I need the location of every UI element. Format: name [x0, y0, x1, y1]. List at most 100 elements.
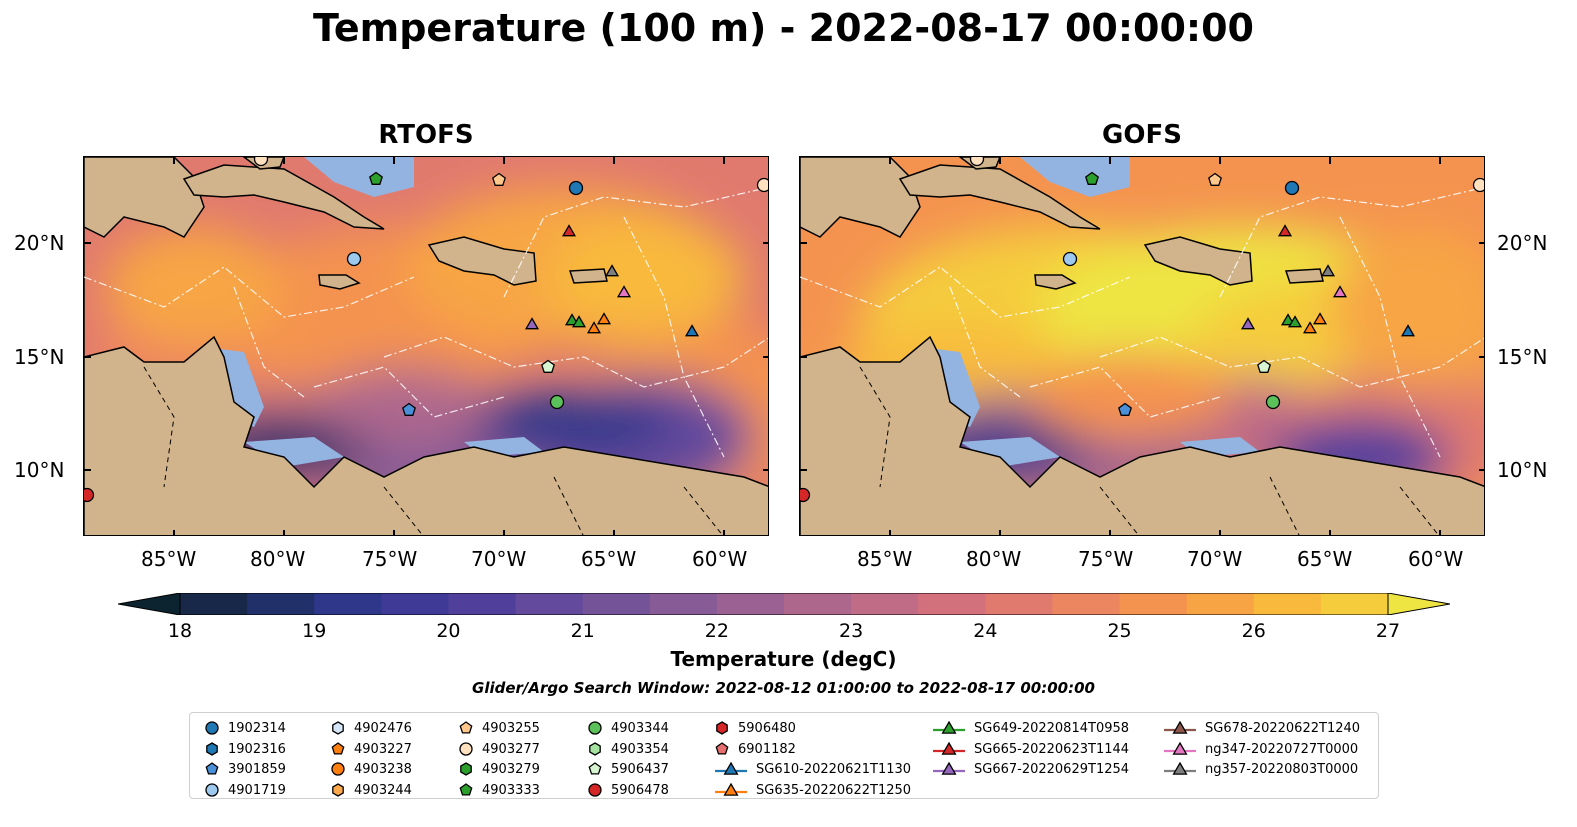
marker-ng347-20220727T0000	[616, 285, 632, 298]
legend-swatch	[459, 742, 473, 756]
legend-triangle-marker	[723, 782, 739, 796]
legend-swatch	[1164, 741, 1196, 755]
lon-tick-rtofs-70: 70°W	[471, 547, 527, 571]
colorbar-bin-1	[247, 593, 315, 615]
legend-swatch	[933, 761, 965, 775]
marker-SG665-20220623T1144	[1277, 224, 1293, 237]
colorbar-tick-label: 20	[436, 620, 461, 642]
jamaica-land	[318, 274, 361, 290]
bahamas-shelf	[1020, 157, 1130, 197]
land-border-2	[1269, 476, 1300, 535]
legend-hexagon-marker	[716, 721, 728, 735]
legend-item-5906437: 5906437	[587, 760, 669, 778]
legend-swatch	[589, 742, 601, 756]
marker-SG665-20220623T1144	[561, 224, 577, 237]
legend-triangle-marker	[941, 761, 957, 775]
legend-item-1902314: 1902314	[204, 719, 286, 737]
lat-tick-left-20: 20°N	[14, 231, 65, 255]
eez-boundary-5	[233, 286, 305, 398]
legend-label: 4903344	[611, 720, 669, 736]
marker-SG667-20220629T1254	[1240, 317, 1256, 330]
marker-SG667-20220629T1254	[524, 317, 540, 330]
marker-3901859	[402, 402, 416, 416]
lon-tick-gofs-70: 70°W	[1187, 547, 1243, 571]
legend-triangle-marker	[723, 761, 739, 775]
colorbar-bin-11	[918, 593, 986, 615]
legend-label: ng347-20220727T0000	[1205, 741, 1359, 757]
legend-triangle-marker	[941, 741, 957, 755]
colorbar-tick-label: 25	[1107, 620, 1132, 642]
central-america-land	[84, 225, 768, 535]
lat-tick-right-15: 15°N	[1497, 345, 1548, 369]
colorbar-bin-15	[1186, 593, 1255, 615]
legend-label: 3901859	[228, 761, 286, 777]
legend-triangle-marker	[941, 720, 957, 734]
marker-1902314	[568, 180, 584, 196]
hispaniola-land	[1143, 236, 1253, 286]
land-border-1	[383, 486, 424, 535]
lat-tick-left-15: 15°N	[14, 345, 65, 369]
legend-hexagon-marker	[589, 742, 601, 756]
legend-circle-marker	[205, 721, 219, 735]
legend-item-SG649-20220814T0958: SG649-20220814T0958	[932, 719, 1129, 737]
legend-label: SG610-20220621T1130	[756, 761, 912, 777]
legend-swatch	[332, 783, 344, 797]
legend-pentagon-marker	[331, 742, 345, 755]
legend-label: 5906478	[611, 782, 669, 798]
colorbar-bin-5	[515, 593, 584, 615]
legend-circle-marker	[588, 783, 602, 797]
legend-label: 1902314	[228, 720, 286, 736]
colorbar-tick-label: 18	[167, 620, 193, 642]
colorbar-extend-max	[1387, 593, 1450, 615]
legend-circle-marker	[459, 742, 473, 756]
colorbar-bin-14	[1119, 593, 1188, 615]
marker-4903277	[756, 177, 768, 193]
legend-swatch	[715, 742, 729, 755]
legend-swatch	[1164, 720, 1196, 734]
colorbar-tick-label: 24	[973, 620, 998, 642]
figure-title: Temperature (100 m) - 2022-08-17 00:00:0…	[312, 6, 1254, 50]
legend-swatch	[933, 720, 965, 734]
lon-tick-gofs-80: 80°W	[966, 547, 1022, 571]
legend-triangle-marker	[1172, 741, 1188, 755]
eez-boundary-5	[949, 286, 1021, 398]
colorbar-bin-9	[784, 593, 852, 615]
legend-triangle-marker	[1172, 761, 1188, 775]
legend-swatch	[588, 721, 602, 735]
legend-label: 4903333	[482, 782, 540, 798]
legend-item-4903333: 4903333	[458, 781, 540, 799]
legend-item-1902316: 1902316	[204, 740, 286, 758]
legend-label: 5906480	[738, 720, 796, 736]
marker-ng357-20220803T0000	[604, 264, 620, 277]
colorbar-bin-8	[716, 593, 785, 615]
legend-item-5906480: 5906480	[714, 719, 796, 737]
gofs-map	[799, 156, 1485, 536]
legend-pentagon-marker	[588, 762, 602, 775]
eez-boundary-3	[313, 366, 505, 418]
legend-pentagon-marker	[715, 742, 729, 755]
lon-tick-gofs-65: 65°W	[1297, 547, 1353, 571]
atlantic-warm	[544, 217, 744, 337]
legend-item-6901182: 6901182	[714, 740, 796, 758]
colorbar-extend-min	[118, 593, 181, 615]
colorbar-bin-2	[314, 593, 382, 615]
legend-item-4903279: 4903279	[458, 760, 540, 778]
marker-4903277	[969, 157, 985, 167]
legend-label: 4903244	[354, 782, 412, 798]
legend-pentagon-marker	[459, 783, 473, 796]
legend-item-4902476: 4902476	[330, 719, 412, 737]
marker-SG635-20220622T1250	[596, 312, 612, 325]
colorbar-tick-label: 21	[570, 620, 595, 642]
colorbar-bin-13	[1052, 593, 1121, 615]
eez-boundary-1	[383, 336, 768, 388]
rtofs-map	[83, 156, 769, 536]
legend-label: 1902316	[228, 741, 286, 757]
lon-tick-rtofs-60: 60°W	[692, 547, 748, 571]
marker-SG610-20220621T1130	[1400, 324, 1416, 337]
jamaica-land	[1034, 274, 1077, 290]
cuba-land	[898, 164, 1101, 230]
legend-item-5906478: 5906478	[587, 781, 669, 799]
marker-SG635-20220622T1250	[1302, 321, 1318, 334]
legend-swatch	[205, 783, 219, 797]
marker-4903344	[1265, 394, 1281, 410]
